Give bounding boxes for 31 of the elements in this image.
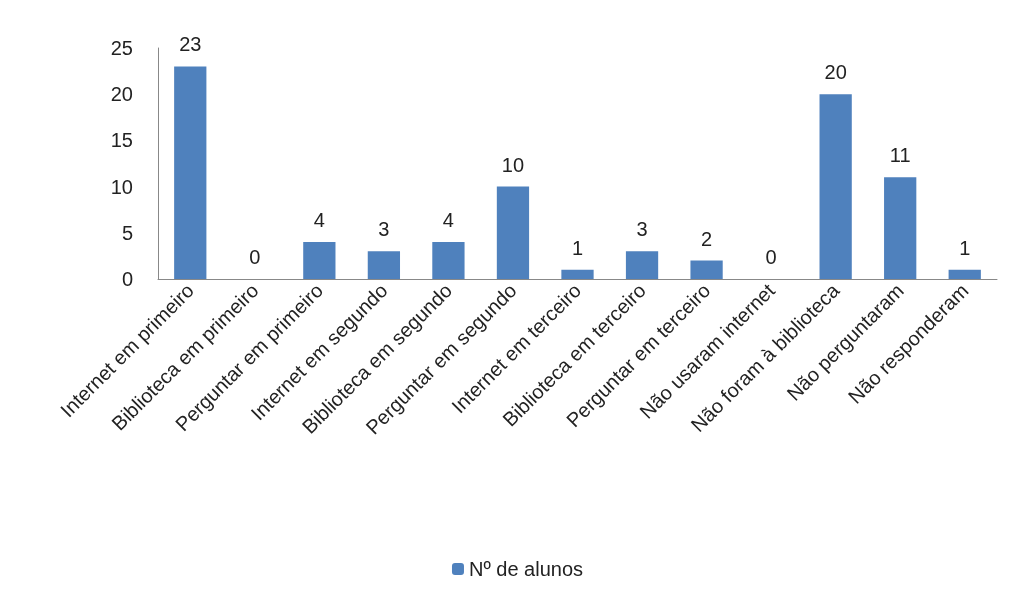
- legend-label: Nº de alunos: [468, 558, 584, 580]
- data-label: 1: [959, 236, 971, 259]
- data-label: 23: [179, 33, 202, 56]
- data-label: 4: [313, 209, 325, 232]
- y-tick-label: 20: [110, 83, 133, 106]
- y-tick-label: 0: [121, 268, 133, 290]
- data-label: 1: [571, 236, 584, 259]
- data-label: 3: [636, 218, 648, 241]
- data-label: 3: [378, 218, 390, 241]
- bar: [690, 260, 723, 279]
- y-tick-label: 25: [110, 37, 133, 59]
- data-label: 2: [701, 227, 713, 250]
- y-tick-label: 10: [110, 175, 133, 198]
- data-label: 0: [765, 246, 777, 268]
- y-tick-label: 5: [121, 221, 133, 244]
- bar: [625, 251, 659, 279]
- data-label: 0: [249, 246, 261, 268]
- bar: [367, 251, 401, 279]
- bar: [948, 269, 981, 279]
- bar: [561, 269, 594, 279]
- data-label: 4: [442, 209, 454, 232]
- data-label: 20: [824, 61, 847, 84]
- data-label: 10: [501, 153, 525, 176]
- bar: [884, 177, 917, 279]
- y-tick-label: 15: [110, 129, 133, 152]
- data-label: 11: [889, 144, 911, 167]
- bar: [432, 242, 465, 279]
- bar: [174, 66, 207, 279]
- bar: [819, 94, 852, 279]
- bar: [496, 186, 530, 279]
- bar: [303, 242, 336, 279]
